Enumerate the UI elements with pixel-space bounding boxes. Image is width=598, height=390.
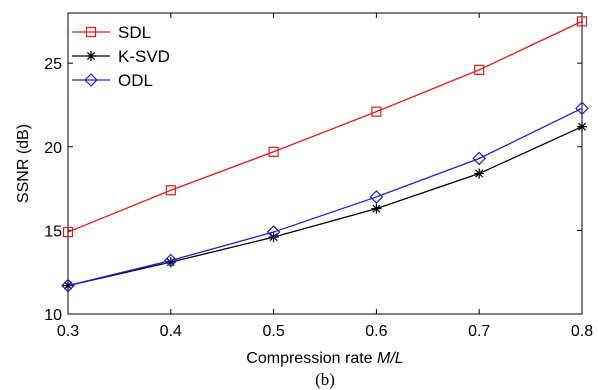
data-point-sdl bbox=[165, 185, 176, 196]
data-point-sdl bbox=[62, 226, 74, 238]
x-axis-label: Compression rate M/L bbox=[246, 350, 403, 367]
figure-caption: (b) bbox=[315, 370, 335, 389]
data-point-sdl bbox=[474, 64, 485, 75]
legend-marker bbox=[84, 73, 98, 87]
y-tick-label: 25 bbox=[44, 56, 62, 73]
legend-label-odl: ODL bbox=[118, 71, 153, 90]
legend-label-sdl: SDL bbox=[118, 23, 151, 42]
y-axis-label: SSNR (dB) bbox=[15, 124, 32, 203]
x-tick-label: 0.4 bbox=[160, 323, 182, 340]
data-point-odl bbox=[472, 151, 487, 166]
legend-marker bbox=[86, 51, 96, 61]
data-point-k-svd bbox=[577, 121, 587, 132]
data-point-odl bbox=[575, 101, 589, 116]
legend-label-k-svd: K-SVD bbox=[118, 47, 170, 66]
data-point-odl bbox=[163, 253, 178, 268]
x-tick-label: 0.6 bbox=[365, 323, 387, 340]
legend-marker bbox=[85, 26, 97, 38]
y-tick-label: 10 bbox=[44, 307, 62, 324]
x-tick-label: 0.5 bbox=[262, 323, 284, 340]
legend: SDL K-SVD ODL bbox=[72, 23, 170, 90]
data-point-sdl bbox=[268, 146, 279, 157]
series-layer bbox=[61, 16, 589, 293]
plot-area bbox=[67, 12, 583, 315]
data-point-odl bbox=[61, 278, 75, 293]
data-point-sdl bbox=[576, 16, 588, 27]
x-axis-label-text: Compression rate bbox=[246, 350, 377, 367]
series-line-sdl bbox=[67, 20, 583, 233]
x-tick-label: 0.3 bbox=[57, 323, 79, 340]
x-tick-label: 0.7 bbox=[468, 323, 490, 340]
data-point-sdl bbox=[371, 106, 382, 117]
y-tick-label: 20 bbox=[44, 140, 62, 157]
data-point-odl bbox=[266, 225, 281, 239]
data-point-k-svd bbox=[474, 168, 485, 179]
data-point-k-svd bbox=[371, 203, 382, 214]
series-line-odl bbox=[67, 107, 583, 287]
data-point-k-svd bbox=[268, 232, 279, 243]
x-tick-label: 0.8 bbox=[571, 323, 593, 340]
x-axis-label-italic: M/L bbox=[377, 350, 404, 367]
series-line-k-svd bbox=[67, 126, 583, 287]
y-axis: 10 15 20 25 bbox=[44, 56, 582, 324]
y-tick-label: 15 bbox=[44, 223, 62, 240]
x-axis: 0.3 0.4 0.5 0.6 0.7 0.8 bbox=[57, 13, 593, 340]
data-point-odl bbox=[369, 190, 384, 204]
